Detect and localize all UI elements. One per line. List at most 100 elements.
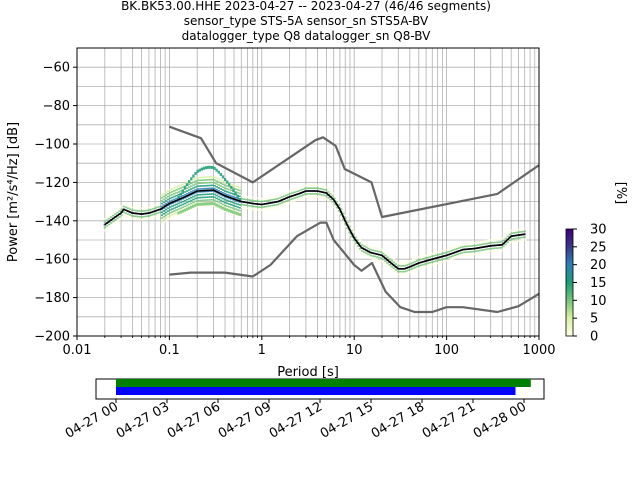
density-cell [217, 204, 220, 208]
density-cell [225, 185, 229, 187]
density-cell [223, 201, 227, 204]
density-cell [192, 181, 195, 184]
density-cell [249, 208, 252, 210]
density-cell [236, 188, 239, 191]
coverage-tick-label: 04-27 00 [63, 399, 121, 441]
density-cell [198, 205, 201, 208]
density-cell [304, 196, 307, 198]
density-cell [304, 184, 307, 187]
density-cell [253, 205, 256, 208]
density-cell [219, 185, 223, 187]
density-cell [139, 210, 142, 212]
density-cell [327, 191, 330, 193]
density-cell [401, 262, 404, 264]
density-cell [238, 204, 242, 206]
density-cell [458, 255, 461, 258]
density-cell [160, 199, 163, 202]
density-cell [173, 210, 176, 212]
density-cell [342, 218, 345, 221]
density-cell [422, 263, 425, 266]
density-cell [137, 218, 140, 221]
density-cell [515, 240, 518, 243]
density-cell [230, 210, 233, 214]
density-cell [390, 257, 393, 259]
density-cell [188, 194, 191, 197]
density-cell [447, 256, 450, 259]
density-cell [166, 201, 170, 204]
density-cell [217, 187, 220, 189]
density-cell [464, 242, 467, 245]
density-cell [131, 217, 134, 220]
density-cell [308, 196, 311, 198]
density-cell [287, 202, 290, 204]
density-cell [171, 202, 174, 205]
high-noise-model-line [169, 125, 539, 219]
density-cell [215, 168, 218, 172]
density-cell [109, 216, 113, 218]
density-cell [217, 192, 220, 195]
density-cell [479, 249, 482, 252]
density-cell [188, 206, 191, 210]
density-cell [333, 203, 336, 206]
density-cell [124, 206, 128, 209]
density-cell [363, 245, 366, 248]
density-cell [521, 230, 524, 233]
density-cell [441, 258, 444, 261]
density-cell [122, 205, 126, 208]
plot-background [77, 48, 539, 336]
density-cell [133, 206, 136, 209]
density-cell [512, 229, 516, 231]
density-cell [409, 271, 412, 274]
density-cell [171, 208, 174, 210]
density-cell [211, 175, 214, 178]
density-cell [249, 199, 252, 202]
density-cell [458, 247, 461, 249]
density-cell [373, 258, 377, 261]
density-cell [211, 190, 214, 192]
density-cell [358, 239, 362, 241]
density-cell [244, 207, 248, 209]
density-cell [122, 202, 126, 205]
density-cell [491, 241, 495, 244]
density-cell [268, 199, 271, 202]
density-cell [285, 194, 288, 197]
density-cell [228, 183, 231, 187]
density-cell [369, 257, 372, 260]
title-line-3: datalogger_type Q8 datalogger_sn Q8-BV [182, 29, 432, 43]
density-cell [521, 236, 524, 239]
density-cell [272, 195, 275, 198]
density-cell [255, 208, 258, 211]
density-cell [173, 215, 176, 218]
density-cell [207, 165, 210, 169]
density-cell [169, 209, 172, 211]
density-cell [185, 181, 189, 184]
density-cell [211, 181, 214, 184]
density-cell [198, 193, 201, 196]
density-cell [386, 262, 389, 264]
density-cell [272, 207, 275, 209]
density-cell [394, 271, 398, 274]
density-cell [194, 183, 197, 185]
density-cell [202, 187, 206, 190]
density-cell [304, 187, 307, 190]
density-cell [209, 165, 212, 169]
density-cell [287, 190, 290, 193]
density-cell [209, 190, 212, 193]
density-cell [173, 190, 176, 192]
density-cell [266, 208, 269, 211]
density-cell [367, 256, 370, 259]
density-cell [453, 257, 457, 259]
density-cell [158, 214, 161, 217]
density-cell [390, 259, 393, 262]
density-cell [160, 205, 163, 208]
density-cell [120, 217, 123, 219]
density-cell [519, 231, 522, 233]
density-cell [116, 211, 119, 214]
density-cell [181, 183, 185, 186]
density-cell [523, 227, 526, 230]
colorbar-tick-label: 10 [590, 294, 607, 309]
density-cell [204, 196, 208, 199]
density-cell [152, 213, 155, 216]
density-cell [369, 248, 372, 251]
density-cell [160, 220, 163, 222]
